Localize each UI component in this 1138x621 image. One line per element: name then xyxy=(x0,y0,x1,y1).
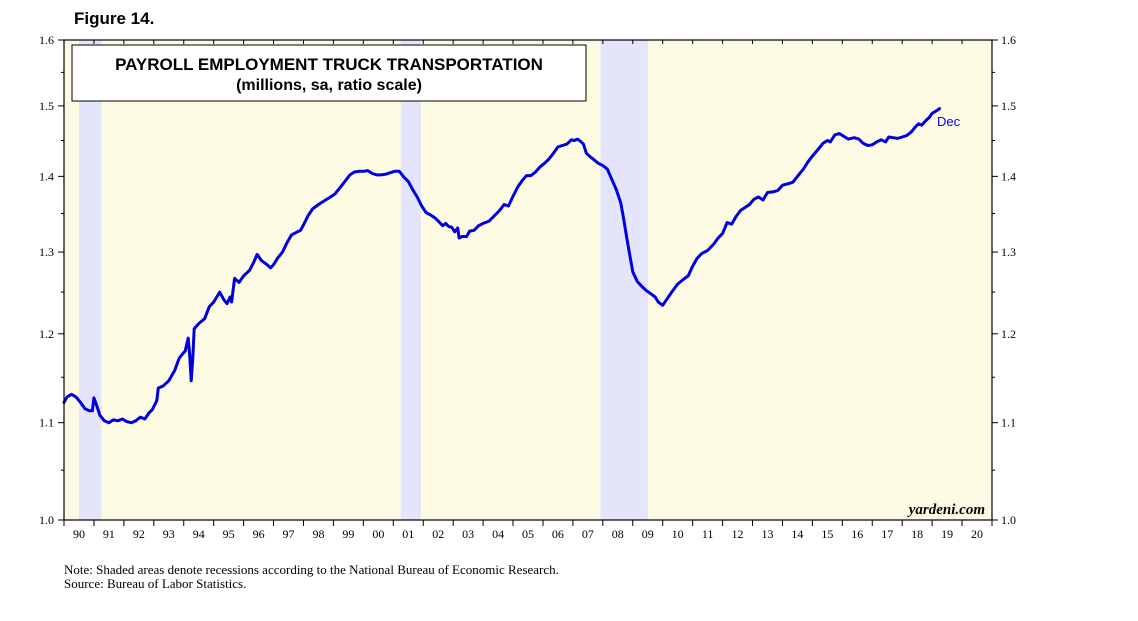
y-tick-label-left: 1.3 xyxy=(39,245,54,259)
y-tick-labels-left: 1.0 1.1 1.2 1.3 1.4 1.5 1.6 xyxy=(39,33,54,527)
y-tick-label-right: 1.2 xyxy=(1001,327,1016,341)
x-tick-label: 11 xyxy=(702,527,714,541)
x-tick-label: 08 xyxy=(612,527,624,541)
x-tick-label: 07 xyxy=(582,527,594,541)
x-tick-label: 93 xyxy=(163,527,175,541)
x-tick-label: 91 xyxy=(103,527,115,541)
y-tick-labels-right: 1.0 1.1 1.2 1.3 1.4 1.5 1.6 xyxy=(1001,33,1016,527)
x-tick-label: 06 xyxy=(552,527,564,541)
chart-subtitle: (millions, sa, ratio scale) xyxy=(236,77,422,94)
recession-band-2 xyxy=(600,40,648,520)
title-box: PAYROLL EMPLOYMENT TRUCK TRANSPORTATION … xyxy=(71,44,587,102)
y-tick-label-left: 1.5 xyxy=(39,99,54,113)
y-tick-label-left: 1.4 xyxy=(39,169,54,183)
x-tick-label: 03 xyxy=(462,527,474,541)
x-tick-label: 98 xyxy=(312,527,324,541)
recession-band-0 xyxy=(78,40,102,520)
chart-title: PAYROLL EMPLOYMENT TRUCK TRANSPORTATION xyxy=(115,55,543,74)
x-tick-label: 92 xyxy=(133,527,145,541)
x-tick-label: 00 xyxy=(372,527,384,541)
y-tick-label-right: 1.3 xyxy=(1001,245,1016,259)
plot-frame xyxy=(63,39,993,521)
series-line xyxy=(62,107,942,425)
y-tick-label-right: 1.5 xyxy=(1001,99,1016,113)
x-tick-label: 04 xyxy=(492,527,504,541)
x-tick-label: 19 xyxy=(941,527,953,541)
x-tick-label: 99 xyxy=(342,527,354,541)
x-tick-label: 97 xyxy=(283,527,295,541)
x-tick-label: 15 xyxy=(821,527,833,541)
x-tick-label: 16 xyxy=(851,527,863,541)
x-tick-label: 05 xyxy=(522,527,534,541)
y-tick-label-left: 1.2 xyxy=(39,327,54,341)
y-tick-label-left: 1.1 xyxy=(39,416,54,430)
recession-band-1 xyxy=(400,40,421,520)
x-tick-label: 13 xyxy=(761,527,773,541)
x-tick-label: 96 xyxy=(253,527,265,541)
figure-label: Figure 14. xyxy=(74,9,155,28)
series-end-label: Dec xyxy=(937,114,961,129)
source-text: Source: Bureau of Labor Statistics. xyxy=(64,576,247,591)
x-tick-label: 01 xyxy=(402,527,414,541)
x-tick-label: 18 xyxy=(911,527,923,541)
x-tick-label: 12 xyxy=(732,527,744,541)
x-tick-labels: 90 91 92 93 94 95 96 97 98 99 00 01 02 03 04 05 06 07 08 09… xyxy=(73,527,983,541)
x-tick-label: 10 xyxy=(672,527,684,541)
watermark: yardeni.com xyxy=(907,502,985,518)
y-tick-label-right: 1.1 xyxy=(1001,416,1016,430)
plot-background xyxy=(64,40,992,520)
y-tick-label-left: 1.0 xyxy=(39,513,54,527)
x-tick-label: 95 xyxy=(223,527,235,541)
x-tick-label: 20 xyxy=(971,527,983,541)
x-tick-label: 02 xyxy=(432,527,444,541)
x-tick-label: 90 xyxy=(73,527,85,541)
x-tick-label: 14 xyxy=(791,527,803,541)
x-tick-label: 94 xyxy=(193,527,205,541)
note-text: Note: Shaded areas denote recessions acc… xyxy=(64,562,559,577)
x-tick-label: 09 xyxy=(642,527,654,541)
y-tick-label-right: 1.6 xyxy=(1001,33,1016,47)
y-tick-label-right: 1.0 xyxy=(1001,513,1016,527)
y-tick-label-right: 1.4 xyxy=(1001,169,1016,183)
y-tick-label-left: 1.6 xyxy=(39,33,54,47)
footnotes: Note: Shaded areas denote recessions acc… xyxy=(64,563,559,591)
x-tick-label: 17 xyxy=(881,527,893,541)
